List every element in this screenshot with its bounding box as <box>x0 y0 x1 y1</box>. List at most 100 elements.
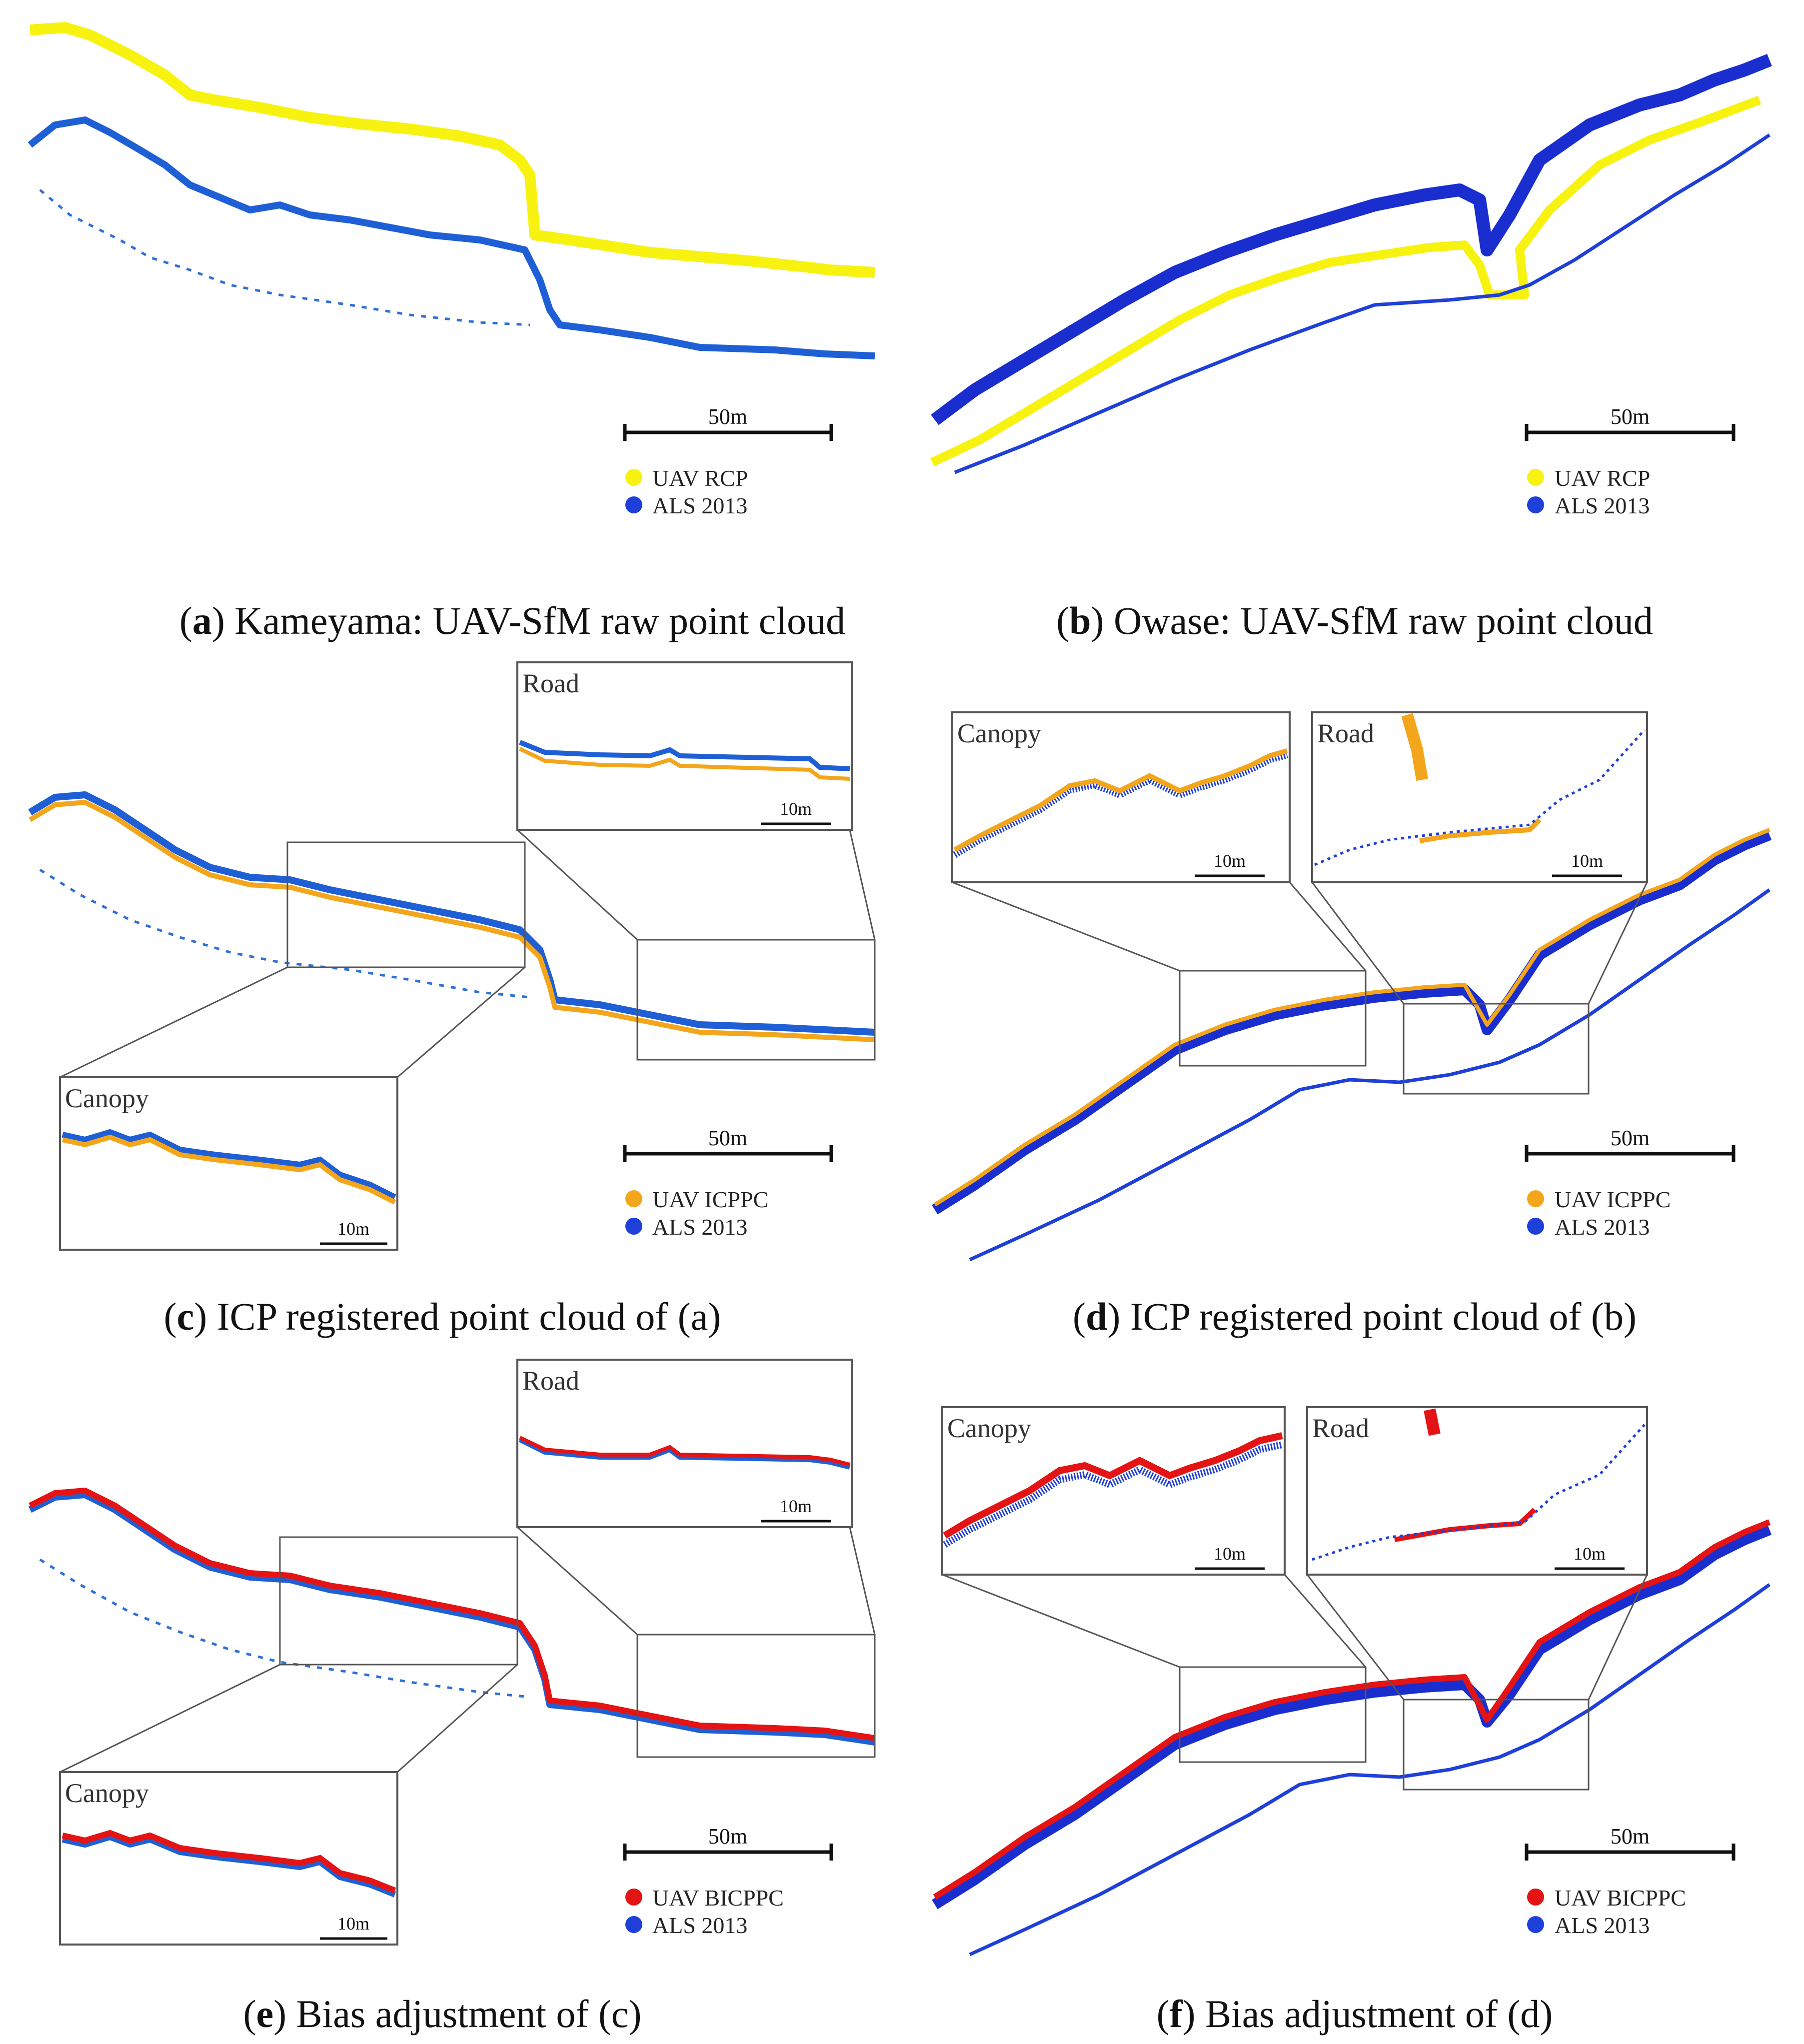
panel-d-legend-als-swatch <box>1527 1218 1544 1235</box>
panel-b: 50m UAV RCP ALS 2013 (b) Owase: UAV-SfM … <box>930 53 1772 642</box>
panel-c-uav-icppc-profile <box>28 800 875 1042</box>
panel-c-road-inset-uav <box>519 747 850 781</box>
panel-c: Road 10m Canopy 10m 50m UAV ICPPC ALS 20… <box>28 661 876 1338</box>
panel-d-canopy-connector-1 <box>952 881 1180 972</box>
panel-f-road-connector-1 <box>1306 1574 1405 1700</box>
panel-e-road-inset-als <box>518 1437 851 1470</box>
panel-f-legend-als-label: ALS 2013 <box>1555 1913 1650 1938</box>
panel-e-road-connector-1 <box>516 1526 638 1636</box>
panel-f-legend-uav-label: UAV BICPPC <box>1555 1885 1686 1911</box>
panel-d-legend-uav-swatch <box>1527 1190 1544 1207</box>
panel-b-scale-label: 50m <box>1611 404 1650 429</box>
panel-f: Canopy 10m Road 10m 50m UAV BICPPC ALS 2… <box>932 1406 1772 2036</box>
panel-f-als-canopy-profile <box>932 1524 1772 1910</box>
panel-e-road-inset-title: Road <box>522 1366 579 1396</box>
panel-e-canopy-inset-title: Canopy <box>65 1778 149 1808</box>
panel-d: Canopy 10m Road 10m 50m UAV ICPPC ALS 20… <box>932 711 1772 1338</box>
panel-b-legend-als-label: ALS 2013 <box>1555 493 1650 518</box>
panel-f-canopy-inset-als <box>943 1441 1283 1548</box>
panel-f-canopy-zoom-region <box>1179 1666 1367 1763</box>
panel-e-legend-uav-label: UAV BICPPC <box>652 1885 784 1911</box>
panel-a: 50m UAV RCP ALS 2013 (a) Kameyama: UAV-S… <box>27 22 875 642</box>
panel-c-canopy-connector-1 <box>59 966 288 1078</box>
panel-c-canopy-inset-title: Canopy <box>65 1083 149 1113</box>
panel-d-road-zoom-region <box>1403 1003 1590 1095</box>
panel-b-legend-uav-swatch <box>1527 469 1544 486</box>
panel-a-legend-uav-swatch <box>625 469 642 486</box>
panel-f-road-connector-2 <box>1588 1574 1648 1700</box>
panel-e-legend-uav-swatch <box>625 1889 642 1906</box>
panel-c-canopy-inset-uav <box>61 1134 396 1205</box>
panel-d-als-canopy-profile <box>932 829 1772 1215</box>
panel-d-canopy-inset: Canopy 10m <box>951 711 1291 883</box>
panel-e-canopy-inset-scale-label: 10m <box>337 1914 369 1934</box>
panel-d-canopy-zoom-region <box>1179 970 1367 1067</box>
panel-f-scale-label: 50m <box>1611 1824 1650 1849</box>
panel-c-road-connector-1 <box>516 829 638 941</box>
panel-c-road-inset: Road 10m <box>516 661 853 831</box>
panel-c-road-zoom-region <box>636 939 876 1061</box>
panel-a-als-ground-scatter <box>39 189 530 326</box>
panel-d-road-inset-scale-label: 10m <box>1571 851 1603 871</box>
panel-e: Road 10m Canopy 10m 50m UAV BICPPC ALS 2… <box>28 1359 876 2036</box>
panel-f-road-inset: Road 10m <box>1306 1406 1648 1576</box>
panel-f-road-inset-uav-road <box>1394 1508 1537 1542</box>
panel-d-canopy-inset-title: Canopy <box>957 718 1041 748</box>
panel-d-uav-icppc-profile <box>933 828 1771 1207</box>
panel-c-als-ground-scatter <box>39 868 530 999</box>
panel-d-road-inset-uav-blob <box>1401 713 1428 781</box>
panel-c-road-inset-als <box>519 740 850 771</box>
panel-e-canopy-zoom-region <box>279 1536 518 1666</box>
panel-d-road-inset-uav-road <box>1419 818 1542 843</box>
panel-e-uav-bicppc-profile <box>28 1488 875 1741</box>
panel-e-als-ground-scatter <box>39 1558 530 1699</box>
panel-e-road-inset-scale-label: 10m <box>780 1496 812 1516</box>
panel-f-road-inset-scale-label: 10m <box>1574 1544 1606 1564</box>
panel-d-legend-als-label: ALS 2013 <box>1555 1214 1650 1240</box>
panel-b-legend-uav-label: UAV RCP <box>1555 465 1650 491</box>
panel-c-road-inset-scale-label: 10m <box>780 799 812 819</box>
panel-c-legend-als-swatch <box>625 1218 642 1235</box>
panel-d-caption: (d) ICP registered point cloud of (b) <box>1073 1295 1637 1338</box>
panel-e-canopy-connector-1 <box>59 1664 280 1773</box>
panel-d-canopy-inset-uav <box>953 748 1288 852</box>
panel-f-canopy-inset-title: Canopy <box>947 1413 1031 1443</box>
panel-e-scale-label: 50m <box>708 1824 747 1849</box>
panel-f-canopy-connector-1 <box>942 1574 1180 1668</box>
panel-a-legend-als-label: ALS 2013 <box>652 493 747 518</box>
panel-d-scale-label: 50m <box>1611 1126 1650 1150</box>
panel-c-canopy-connector-2 <box>397 966 525 1078</box>
panel-d-road-inset-als <box>1314 729 1646 866</box>
panel-f-als-ground-profile <box>969 1583 1771 1957</box>
panel-d-road-connector-1 <box>1311 882 1405 1004</box>
panel-b-uav-rcp-profile <box>930 95 1762 467</box>
panel-f-legend-uav-swatch <box>1527 1889 1544 1906</box>
panel-e-legend-als-label: ALS 2013 <box>652 1913 747 1938</box>
panel-f-canopy-connector-2 <box>1284 1574 1367 1668</box>
panel-c-als-profile <box>28 791 875 1036</box>
panel-c-road-connector-2 <box>849 829 876 940</box>
panel-a-uav-rcp-profile <box>29 22 875 278</box>
panel-a-legend-uav-label: UAV RCP <box>652 465 748 491</box>
panel-d-canopy-connector-2 <box>1289 882 1367 971</box>
panel-b-als-ground-profile <box>954 133 1771 474</box>
panel-c-caption: (c) ICP registered point cloud of (a) <box>164 1295 721 1338</box>
panel-f-canopy-inset-uav <box>943 1432 1283 1539</box>
panel-e-caption: (e) Bias adjustment of (c) <box>243 1992 641 2036</box>
panel-f-legend-als-swatch <box>1527 1916 1544 1933</box>
panel-a-scale-label: 50m <box>708 404 747 429</box>
panel-c-legend-als-label: ALS 2013 <box>652 1214 747 1240</box>
panel-e-canopy-inset-als <box>61 1834 396 1898</box>
panel-b-caption: (b) Owase: UAV-SfM raw point cloud <box>1056 599 1653 642</box>
panel-f-uav-bicppc-profile <box>933 1519 1771 1900</box>
panel-d-road-inset-title: Road <box>1317 718 1374 748</box>
panel-d-road-connector-2 <box>1588 882 1648 1004</box>
panel-c-road-inset-title: Road <box>522 668 579 698</box>
panel-c-canopy-inset-scale-label: 10m <box>337 1219 369 1239</box>
panel-a-caption: (a) Kameyama: UAV-SfM raw point cloud <box>179 599 845 642</box>
panel-e-road-zoom-region <box>636 1634 876 1758</box>
panel-c-canopy-inset: Canopy 10m <box>59 1076 398 1251</box>
panel-e-canopy-connector-2 <box>396 1664 518 1773</box>
panel-e-legend-als-swatch <box>625 1916 642 1933</box>
panel-f-road-zoom-region <box>1403 1699 1590 1791</box>
